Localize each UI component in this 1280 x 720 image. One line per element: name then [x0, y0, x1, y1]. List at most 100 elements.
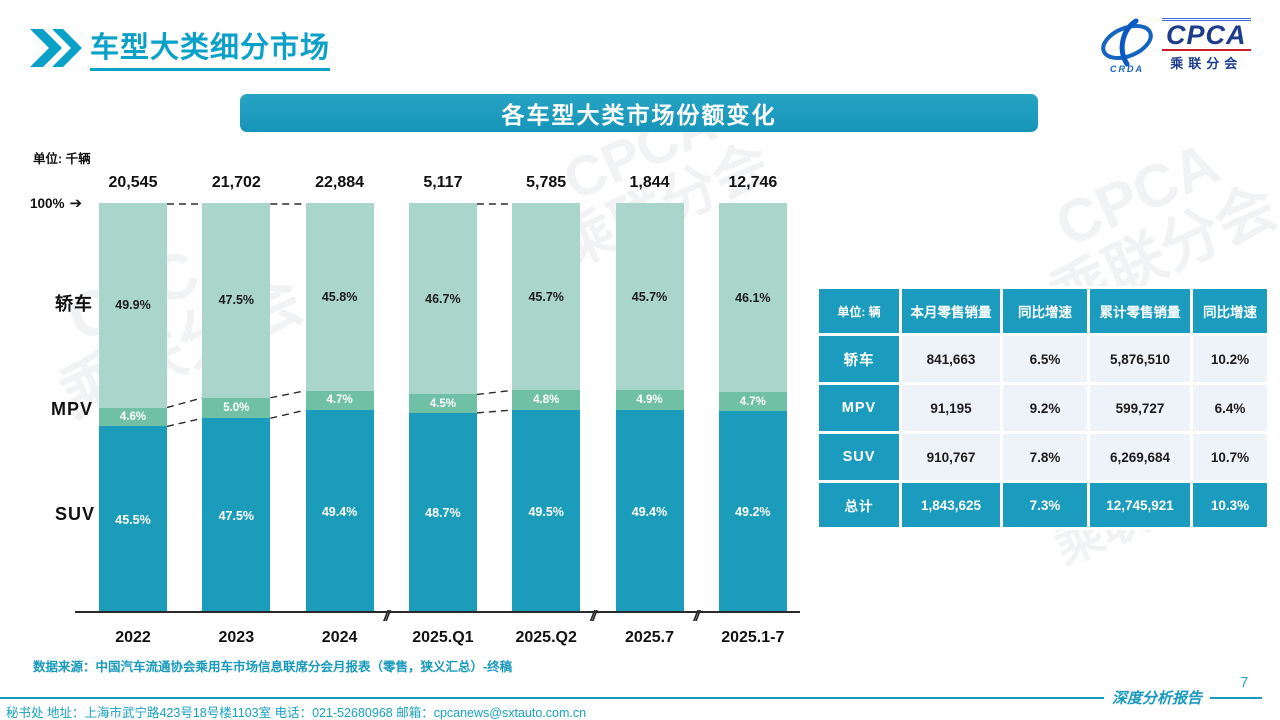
table-cell: 5,876,510	[1090, 336, 1190, 382]
x-axis-label: 2025.1-7	[721, 629, 785, 646]
row-label-sedan: 轿车	[819, 336, 899, 382]
cpca-swoosh-icon: CRDA	[1101, 18, 1153, 74]
table-total-row: 总计 1,843,625 7.3% 12,745,921 10.3%	[819, 483, 1267, 527]
segment-value-label: 4.9%	[636, 394, 663, 407]
segment-SUV: 49.5%	[512, 410, 581, 613]
bar-2025.1-7: 46.1% 4.7% 49.2%	[718, 203, 787, 613]
segment-value-label: 5.0%	[223, 402, 250, 414]
segment-MPV: 4.5%	[408, 394, 477, 413]
table-header-yoy: 同比增速	[1003, 289, 1087, 333]
table-cell: 10.7%	[1193, 434, 1267, 480]
x-axis-label: 2023	[218, 629, 255, 646]
table-cell: 7.8%	[1003, 434, 1087, 480]
segment-SUV: 47.5%	[202, 418, 271, 613]
segment-MPV: 4.6%	[99, 407, 167, 427]
segment-value-label: 48.7%	[425, 505, 461, 520]
row-label-mpv: MPV	[819, 385, 899, 431]
crda-caption: CRDA	[1110, 64, 1144, 74]
header: 车型大类细分市场	[30, 24, 331, 71]
table-row: 轿车 841,663 6.5% 5,876,510 10.2%	[819, 336, 1267, 382]
table-cell: 91,195	[902, 385, 1000, 431]
segment-value-label: 49.5%	[528, 504, 564, 519]
report-type-label: 深度分析报告	[1104, 687, 1211, 708]
table-cell: 6.4%	[1193, 385, 1267, 431]
table-cell: 10.3%	[1193, 483, 1267, 527]
table-cell: 9.2%	[1003, 385, 1087, 431]
segment-SUV: 45.5%	[99, 426, 167, 613]
bar-total-label: 1,844	[629, 174, 670, 191]
bar-2022: 49.9% 4.6% 45.5%	[99, 203, 167, 613]
summary-table: 单位: 辆 本月零售销量 同比增速 累计零售销量 同比增速 轿车 841,663…	[816, 286, 1270, 530]
segment-MPV: 5.0%	[202, 397, 271, 419]
segment-SUV: 49.4%	[305, 410, 374, 613]
segment-轿车: 45.8%	[305, 203, 374, 391]
segment-SUV: 49.4%	[615, 410, 684, 613]
axis-break-mark: //	[590, 608, 597, 625]
axis-break-mark: //	[693, 608, 701, 625]
row-label-suv: SUV	[819, 434, 899, 480]
segment-value-label: 4.7%	[739, 395, 766, 408]
cpca-logo: CRDA CPCA 乘联分会	[1098, 16, 1251, 74]
bar-total-label: 5,785	[526, 174, 567, 191]
table-cell: 1,843,625	[902, 483, 1000, 527]
right-arrow-icon: ➔	[69, 195, 83, 212]
logo-wordmark: CPCA	[1162, 17, 1251, 52]
unit-label: 单位: 千辆	[33, 152, 91, 166]
summary-table-wrap: 单位: 辆 本月零售销量 同比增速 累计零售销量 同比增速 轿车 841,663…	[816, 286, 1270, 530]
segment-value-label: 47.5%	[218, 293, 255, 308]
page-number: 7	[1240, 674, 1249, 691]
series-label-sedan: 轿车	[55, 294, 93, 314]
table-row: SUV 910,767 7.8% 6,269,684 10.7%	[819, 434, 1267, 480]
table-header-monthly: 本月零售销量	[902, 289, 1000, 333]
bar-2025.Q2: 45.7% 4.8% 49.5%	[512, 203, 581, 613]
segment-value-label: 45.5%	[115, 512, 151, 527]
bar-total-label: 5,117	[423, 174, 463, 191]
table-cell: 12,745,921	[1090, 483, 1190, 527]
segment-轿车: 47.5%	[202, 203, 271, 398]
table-header-cumulative: 累计零售销量	[1090, 289, 1190, 333]
stacked-bar-plot: 49.9% 4.6% 45.5% 20,545 2022 47.5% 5.0% 47.5% 21…	[99, 174, 787, 646]
table-cell: 7.3%	[1003, 483, 1087, 527]
row-label-total: 总计	[819, 483, 899, 527]
bar-2023: 47.5% 5.0% 47.5%	[202, 203, 271, 613]
segment-value-label: 4.8%	[533, 394, 560, 407]
bar-total-label: 12,746	[728, 174, 778, 191]
segment-value-label: 45.8%	[321, 289, 358, 304]
x-axis-label: 2025.Q1	[412, 629, 474, 646]
table-cell: 841,663	[902, 336, 1000, 382]
chart-title: 各车型大类市场份额变化	[501, 102, 777, 128]
segment-MPV: 4.7%	[305, 390, 374, 411]
x-axis-label: 2025.Q2	[515, 629, 577, 646]
logo-subtitle: 乘联分会	[1170, 56, 1243, 72]
data-source-note: 数据来源：中国汽车流通协会乘用车市场信息联席分会月报表（零售，狭义汇总）-终稿	[33, 660, 513, 674]
table-cell: 10.2%	[1193, 336, 1267, 382]
bar-2024: 45.8% 4.7% 49.4%	[305, 203, 374, 613]
segment-value-label: 46.7%	[425, 291, 461, 306]
segment-MPV: 4.8%	[512, 390, 581, 411]
x-axis-label: 2025.7	[625, 629, 674, 646]
footer-contact-info: 秘书处 地址：上海市武宁路423号18号楼1103室 电话：021-526809…	[6, 706, 587, 720]
segment-轿车: 45.7%	[512, 203, 581, 391]
segment-value-label: 49.4%	[321, 504, 358, 519]
segment-value-label: 45.7%	[631, 289, 668, 304]
page-title: 车型大类细分市场	[90, 24, 331, 71]
bar-2025.7: 45.7% 4.9% 49.4%	[615, 203, 684, 613]
segment-轿车: 46.7%	[408, 203, 477, 395]
segment-MPV: 4.7%	[718, 392, 787, 412]
segment-value-label: 49.4%	[631, 504, 668, 519]
chart-title-banner: 各车型大类市场份额变化	[240, 94, 1038, 132]
segment-value-label: 49.2%	[735, 505, 771, 520]
y-top-value: 100%	[30, 195, 65, 211]
segment-MPV: 4.9%	[615, 390, 684, 411]
segment-value-label: 47.5%	[218, 508, 255, 523]
double-chevron-icon	[30, 28, 82, 67]
segment-value-label: 45.7%	[528, 289, 564, 304]
series-label-mpv: MPV	[51, 399, 94, 419]
series-label-suv: SUV	[55, 504, 96, 524]
y-axis-100-label: 100% ➔	[30, 194, 83, 212]
segment-value-label: 4.6%	[119, 411, 147, 423]
segment-轿车: 49.9%	[99, 203, 167, 408]
bar-2025.Q1: 46.7% 4.5% 48.7%	[408, 203, 477, 613]
table-cell: 599,727	[1090, 385, 1190, 431]
